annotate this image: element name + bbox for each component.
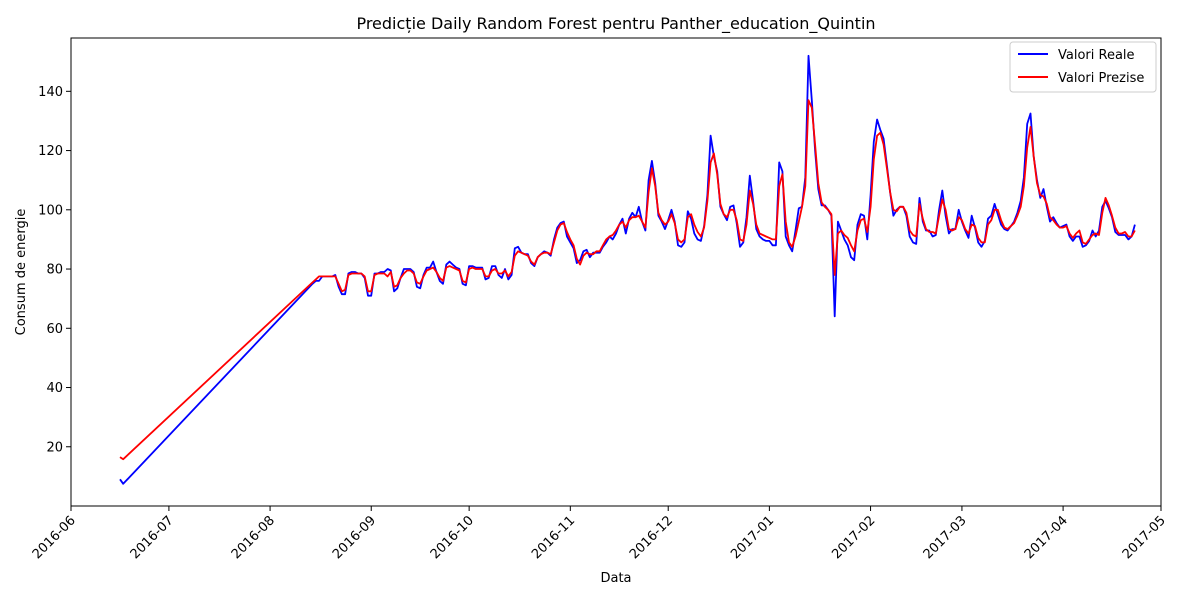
y-tick-label: 100 bbox=[38, 203, 63, 218]
y-tick-label: 80 bbox=[46, 263, 63, 278]
legend-label-reale: Valori Reale bbox=[1058, 48, 1135, 63]
y-tick-label: 120 bbox=[38, 144, 63, 159]
y-axis: 20 40 60 80 100 120 140 bbox=[38, 85, 71, 455]
x-axis-title: Data bbox=[600, 571, 631, 586]
series-line-prezise bbox=[119, 99, 1136, 461]
legend-label-prezise: Valori Prezise bbox=[1058, 71, 1144, 86]
chart-title: Predicție Daily Random Forest pentru Pan… bbox=[356, 14, 875, 34]
series-layer bbox=[119, 54, 1136, 485]
y-tick-label: 60 bbox=[46, 322, 63, 337]
y-axis-title: Consum de energie bbox=[14, 209, 29, 336]
y-tick-label: 40 bbox=[46, 381, 63, 396]
y-tick-label: 140 bbox=[38, 85, 63, 100]
legend: Valori Reale Valori Prezise bbox=[1009, 41, 1157, 93]
y-tick-label: 20 bbox=[46, 440, 63, 455]
plot-area-frame bbox=[70, 37, 1162, 507]
